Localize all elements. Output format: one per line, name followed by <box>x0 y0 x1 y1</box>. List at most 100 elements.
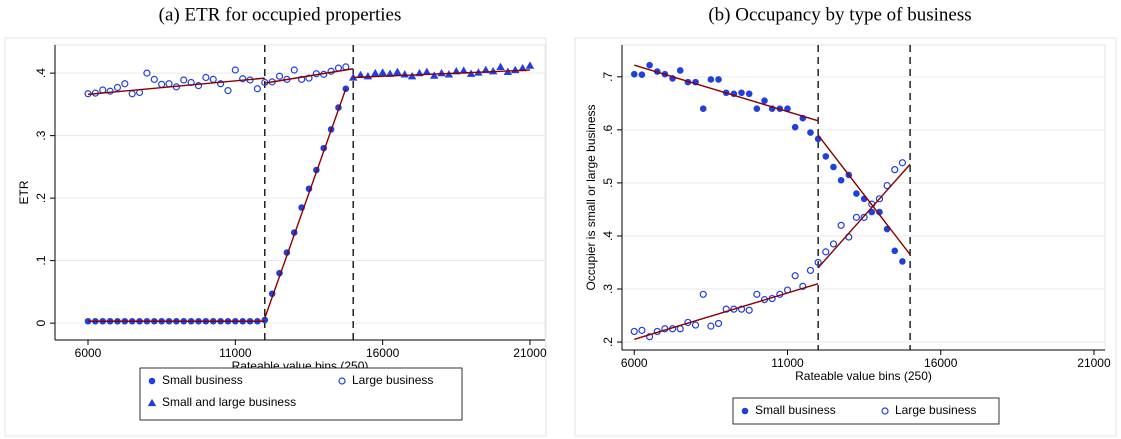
y-tick-label: 0 <box>34 319 48 326</box>
triangle-point <box>407 72 417 80</box>
hollow-point <box>253 85 262 93</box>
hollow-point <box>113 83 122 92</box>
hollow-point <box>860 213 868 221</box>
point <box>784 105 791 112</box>
hollow-point <box>298 75 306 83</box>
point <box>707 76 715 83</box>
legend-marker <box>147 398 157 407</box>
triangle-point <box>356 70 365 79</box>
point <box>84 317 92 325</box>
y-tick-label: .4 <box>601 231 615 241</box>
fit-line <box>264 68 354 84</box>
y-axis-title: Occupier is small or large business <box>584 104 598 290</box>
triangle-point <box>488 67 498 75</box>
legend-label: Small business <box>755 403 836 417</box>
x-tick-label: 11000 <box>771 356 804 370</box>
point <box>868 208 876 216</box>
triangle-point <box>466 69 476 77</box>
triangle-point <box>385 69 395 77</box>
point <box>638 71 646 79</box>
hollow-point <box>799 282 807 290</box>
triangle-point <box>496 62 505 71</box>
hollow-point <box>150 75 158 83</box>
point <box>738 89 745 97</box>
triangle-point <box>378 68 387 76</box>
legend-marker <box>881 407 889 415</box>
hollow-point <box>305 74 313 82</box>
hollow-point <box>106 87 114 95</box>
hollow-point <box>194 82 203 90</box>
chart-title: (b) Occupancy by type of business <box>708 4 971 25</box>
hollow-point <box>699 290 707 298</box>
hollow-point <box>275 72 284 80</box>
hollow-point <box>707 322 715 330</box>
x-axis-title: Rateable value bins (250) <box>795 369 932 383</box>
x-tick-label: 6000 <box>75 346 102 360</box>
legend-box <box>139 367 463 421</box>
hollow-point <box>806 266 815 275</box>
point <box>646 61 653 69</box>
hollow-point <box>239 75 247 83</box>
x-tick-label: 6000 <box>621 356 648 370</box>
hollow-point <box>645 333 654 341</box>
hollow-point <box>202 73 210 82</box>
y-tick-label: .3 <box>601 284 615 294</box>
point <box>761 97 768 104</box>
legend-label: Large business <box>895 403 976 417</box>
fit-line <box>817 163 911 269</box>
legend-marker <box>741 407 749 415</box>
fit-line <box>634 64 819 122</box>
point <box>830 163 837 171</box>
hollow-point <box>638 326 646 334</box>
y-tick-label: .3 <box>34 130 48 140</box>
hollow-point <box>224 87 232 95</box>
x-tick-label: 16000 <box>924 356 958 370</box>
hollow-point <box>714 319 723 328</box>
point <box>753 105 761 112</box>
hollow-point <box>737 305 746 313</box>
x-tick-label: 16000 <box>366 346 400 360</box>
y-axis-title: ETR <box>17 180 31 204</box>
legend-label: Large business <box>352 373 433 387</box>
hollow-point <box>630 327 638 336</box>
hollow-point <box>216 80 225 88</box>
triangle-point <box>422 67 432 76</box>
point <box>837 176 845 184</box>
y-tick-label: .2 <box>601 337 615 347</box>
y-tick-label: .1 <box>34 255 48 265</box>
triangle-point <box>525 61 535 69</box>
point <box>807 129 814 136</box>
hollow-point <box>143 69 151 77</box>
fit-line <box>634 283 819 341</box>
legend-marker <box>148 377 156 385</box>
point <box>853 190 860 197</box>
fit-line <box>353 69 531 79</box>
triangle-point <box>393 67 402 76</box>
hollow-point <box>829 240 838 248</box>
legend-label: Small and large business <box>162 395 296 409</box>
point <box>822 153 830 160</box>
hollow-point <box>898 159 907 167</box>
chart-title: (a) ETR for occupied properties <box>159 4 402 25</box>
point <box>791 123 799 131</box>
legend-label: Small business <box>162 373 243 387</box>
point <box>891 247 899 255</box>
point <box>899 258 906 265</box>
fit-line <box>87 77 265 96</box>
triangle-point <box>518 63 527 72</box>
y-tick-label: .5 <box>601 178 615 188</box>
hollow-point <box>891 166 899 174</box>
hollow-point <box>791 272 799 280</box>
hollow-point <box>837 221 845 229</box>
legend-marker <box>338 377 346 385</box>
x-tick-label: 21000 <box>513 346 547 360</box>
hollow-point <box>753 290 761 298</box>
point <box>745 90 753 98</box>
y-tick-label: .7 <box>601 71 615 81</box>
fit-line <box>264 88 347 319</box>
hollow-point <box>875 195 884 203</box>
hollow-point <box>822 248 830 256</box>
hollow-point <box>180 76 188 84</box>
plot-frame <box>54 44 546 341</box>
